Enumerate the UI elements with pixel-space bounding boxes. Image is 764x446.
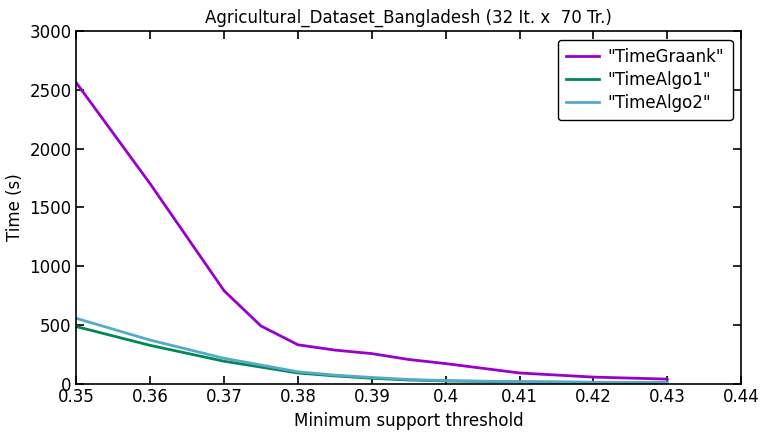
"TimeAlgo1" [662, 380, 672, 385]
Y-axis label: Time (s): Time (s) [6, 173, 24, 241]
"TimeAlgo1" [293, 370, 303, 376]
"TimeAlgo2" [257, 362, 266, 368]
"TimeGraank" [367, 351, 377, 356]
"TimeAlgo2" [404, 377, 413, 382]
"TimeGraank" [257, 323, 266, 329]
"TimeGraank" [662, 376, 672, 382]
"TimeAlgo1" [72, 324, 81, 329]
"TimeAlgo1" [404, 377, 413, 383]
Legend: "TimeGraank", "TimeAlgo1", "TimeAlgo2": "TimeGraank", "TimeAlgo1", "TimeAlgo2" [558, 40, 733, 120]
"TimeGraank" [330, 347, 339, 353]
"TimeAlgo1" [219, 359, 228, 364]
"TimeAlgo1" [515, 379, 524, 384]
"TimeGraank" [589, 375, 598, 380]
"TimeGraank" [404, 357, 413, 362]
"TimeAlgo2" [441, 378, 450, 383]
"TimeGraank" [146, 181, 155, 186]
Line: "TimeGraank": "TimeGraank" [76, 83, 667, 379]
"TimeAlgo2" [293, 369, 303, 375]
"TimeAlgo2" [330, 372, 339, 378]
X-axis label: Minimum support threshold: Minimum support threshold [294, 412, 523, 430]
"TimeAlgo2" [146, 338, 155, 343]
"TimeAlgo1" [257, 364, 266, 370]
"TimeAlgo2" [515, 379, 524, 384]
"TimeAlgo2" [72, 316, 81, 321]
"TimeAlgo1" [367, 376, 377, 381]
"TimeGraank" [219, 288, 228, 293]
"TimeAlgo2" [219, 355, 228, 361]
"TimeAlgo1" [441, 378, 450, 384]
"TimeGraank" [72, 80, 81, 86]
"TimeAlgo2" [589, 380, 598, 385]
Line: "TimeAlgo1": "TimeAlgo1" [76, 326, 667, 383]
"TimeGraank" [515, 370, 524, 376]
"TimeAlgo1" [146, 343, 155, 348]
"TimeAlgo1" [589, 380, 598, 385]
"TimeAlgo2" [662, 380, 672, 385]
"TimeGraank" [441, 361, 450, 366]
"TimeGraank" [478, 366, 487, 371]
"TimeAlgo1" [330, 373, 339, 379]
Title: Agricultural_Dataset_Bangladesh (32 It. x  70 Tr.): Agricultural_Dataset_Bangladesh (32 It. … [206, 9, 612, 27]
Line: "TimeAlgo2": "TimeAlgo2" [76, 318, 667, 383]
"TimeGraank" [293, 342, 303, 347]
"TimeAlgo2" [367, 375, 377, 380]
